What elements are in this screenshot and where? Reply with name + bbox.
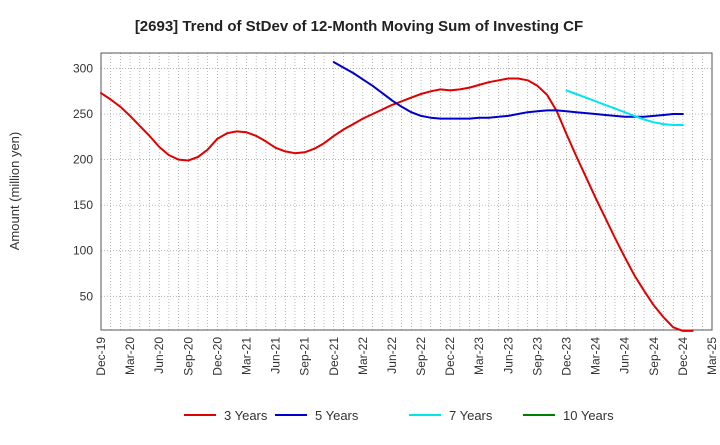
y-tick-label: 50	[80, 289, 94, 303]
x-tick-label: Mar-20	[123, 337, 137, 375]
y-tick-label: 250	[73, 107, 93, 121]
x-tick-label: Dec-21	[327, 337, 341, 376]
x-tick-label: Mar-23	[472, 337, 486, 375]
y-axis-label: Amount (million yen)	[7, 132, 22, 251]
legend-item-10-years: 10 Years	[523, 408, 614, 423]
x-tick-label: Mar-24	[589, 337, 603, 375]
y-tick-label: 300	[73, 61, 93, 75]
x-tick-label: Jun-20	[152, 337, 166, 374]
data-series	[100, 61, 694, 332]
x-tick-label: Jun-23	[501, 337, 515, 374]
x-tick-label: Jun-21	[269, 337, 283, 374]
series-line-3-years	[100, 77, 694, 332]
y-tick-label: 100	[73, 244, 93, 258]
x-tick-label: Sep-22	[414, 337, 428, 376]
series-line-7-years	[565, 89, 684, 126]
x-tick-label: Mar-25	[705, 337, 719, 375]
legend-label: 5 Years	[315, 408, 359, 423]
x-tick-label: Mar-21	[239, 337, 253, 375]
series-line-5-years	[332, 61, 684, 120]
x-tick-label: Mar-22	[356, 337, 370, 375]
legend-item-7-years: 7 Years	[409, 408, 493, 423]
legend-label: 10 Years	[563, 408, 614, 423]
x-tick-label: Dec-20	[210, 337, 224, 376]
x-tick-label: Dec-22	[443, 337, 457, 376]
x-tick-label: Jun-22	[385, 337, 399, 374]
x-tick-label: Dec-23	[560, 337, 574, 376]
x-tick-label: Dec-19	[94, 337, 108, 376]
plot-frame	[100, 52, 713, 331]
legend-label: 3 Years	[224, 408, 268, 423]
y-tick-label: 150	[73, 198, 93, 212]
legend-item-5-years: 5 Years	[275, 408, 359, 423]
x-tick-label: Sep-23	[530, 337, 544, 376]
chart-title: [2693] Trend of StDev of 12-Month Moving…	[135, 18, 583, 35]
x-tick-label: Sep-21	[298, 337, 312, 376]
axes: 50 100 150 200 250 300 Dec-19 Mar-20 Jun-20 Sep-2…	[73, 52, 719, 376]
grid-lines	[101, 53, 712, 330]
x-tick-label: Sep-20	[181, 337, 195, 376]
x-tick-label: Dec-24	[676, 337, 690, 376]
legend-label: 7 Years	[449, 408, 493, 423]
x-tick-label: Sep-24	[647, 337, 661, 376]
legend: 3 Years 5 Years 7 Years 10 Years	[184, 408, 614, 423]
x-tick-label: Jun-24	[618, 337, 632, 374]
y-tick-label: 200	[73, 153, 93, 167]
legend-item-3-years: 3 Years	[184, 408, 268, 423]
